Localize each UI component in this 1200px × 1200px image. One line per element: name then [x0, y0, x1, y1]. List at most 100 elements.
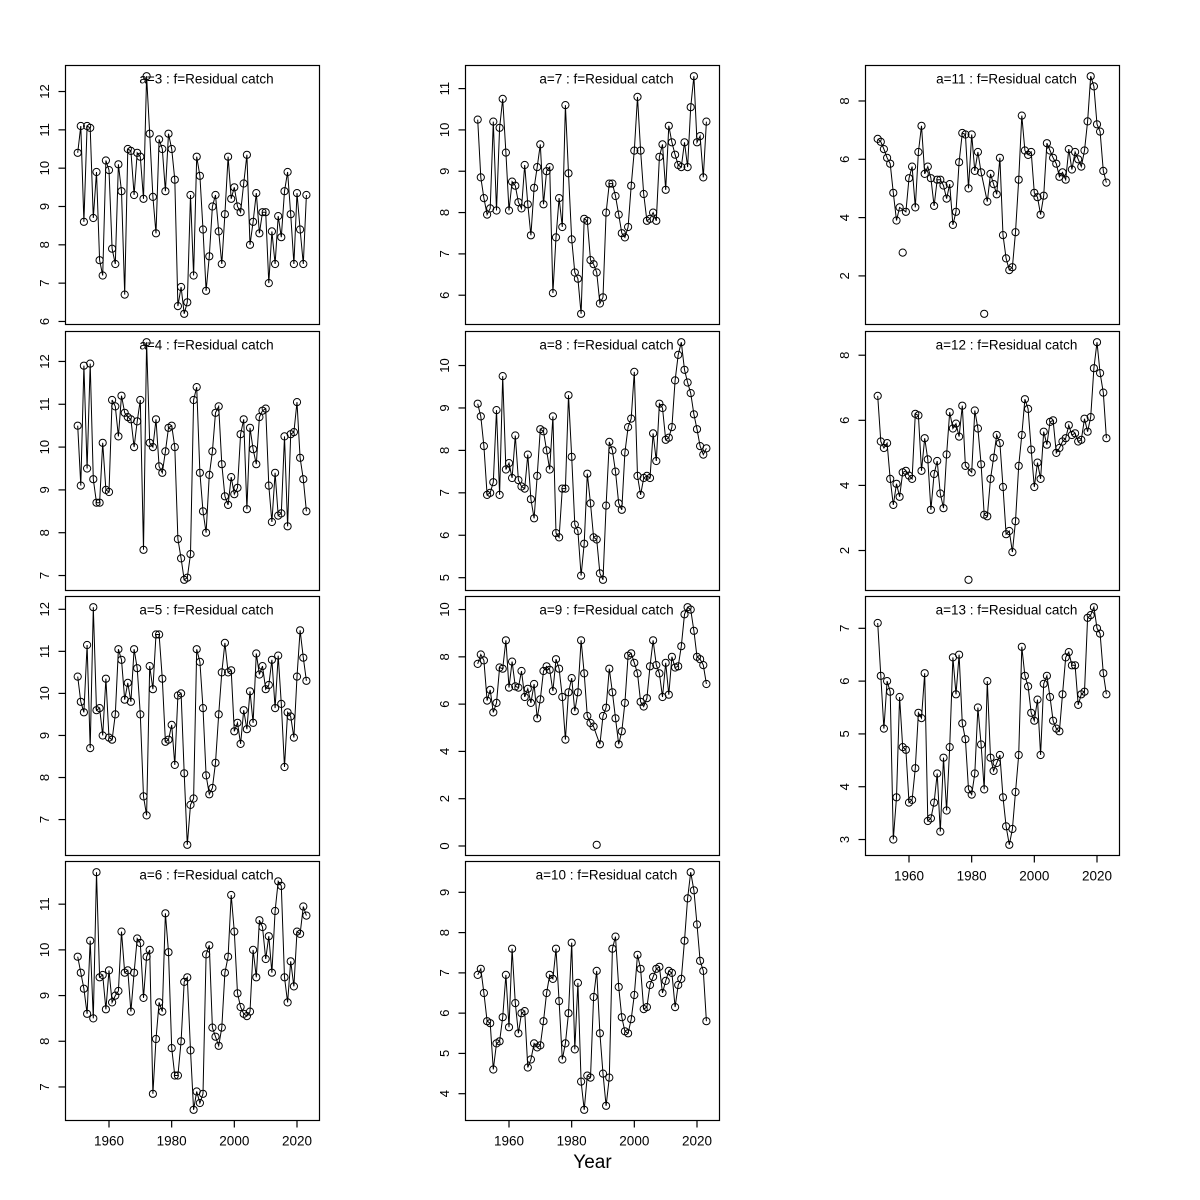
- data-point: [655, 669, 664, 678]
- data-point: [239, 706, 248, 715]
- data-point: [1008, 263, 1017, 272]
- data-point: [280, 187, 289, 196]
- y-tick-label: 10: [437, 358, 452, 372]
- panel-a7: a=7 : f=Residual catch 6 7 8 9 10 11: [437, 64, 721, 326]
- y-tick-label: 9: [437, 889, 452, 896]
- data-point: [264, 680, 273, 690]
- data-point: [492, 406, 501, 415]
- data-point: [1096, 629, 1105, 638]
- y-tick-label: 11: [37, 645, 52, 659]
- panel-border: [64, 860, 321, 1122]
- data-point: [198, 704, 208, 713]
- data-point: [658, 140, 667, 149]
- data-point: [517, 204, 526, 213]
- data-point: [1017, 111, 1026, 120]
- data-point: [951, 419, 961, 428]
- data-point: [1017, 430, 1026, 440]
- data-point: [136, 395, 145, 405]
- data-point: [536, 140, 545, 149]
- data-point: [1074, 155, 1083, 164]
- data-point: [551, 655, 561, 664]
- data-point: [986, 474, 995, 483]
- data-point: [296, 453, 305, 462]
- data-point: [904, 174, 914, 183]
- data-point: [1027, 708, 1036, 717]
- data-point: [933, 175, 942, 184]
- y-tick-label: 8: [837, 352, 852, 359]
- data-point: [186, 190, 195, 200]
- data-point: [145, 129, 154, 138]
- data-point: [995, 153, 1004, 162]
- data-point: [236, 208, 245, 217]
- data-point: [1049, 716, 1058, 725]
- y-tick-label: 7: [37, 816, 52, 823]
- panel-title: a=12 : f=Residual catch: [936, 338, 1078, 353]
- data-point: [645, 980, 655, 990]
- data-point: [192, 383, 201, 392]
- data-point: [114, 432, 123, 441]
- data-point: [911, 203, 920, 212]
- data-point: [145, 945, 154, 955]
- data-point: [1099, 669, 1108, 678]
- data-point: [101, 1005, 111, 1014]
- data-point: [614, 210, 623, 219]
- data-point: [986, 753, 995, 762]
- y-tick-label: 2: [837, 547, 852, 554]
- data-point: [101, 674, 111, 683]
- data-point: [89, 213, 98, 223]
- data-point: [699, 173, 708, 182]
- data-point: [523, 450, 532, 459]
- data-point: [479, 194, 488, 203]
- data-point: [977, 740, 986, 749]
- data-point: [498, 1013, 507, 1022]
- data-point: [658, 988, 667, 998]
- data-point: [183, 298, 192, 307]
- data-point: [699, 966, 708, 976]
- data-point: [686, 103, 695, 112]
- data-point: [1027, 445, 1036, 454]
- y-tick-label: 4: [837, 214, 852, 221]
- data-point: [520, 1007, 529, 1016]
- data-point: [920, 669, 929, 678]
- data-point: [1055, 443, 1064, 453]
- data-point: [649, 208, 658, 217]
- data-point: [939, 753, 948, 762]
- x-tick-label: 1980: [557, 1134, 587, 1149]
- data-point: [1020, 395, 1029, 404]
- y-tick-label: 7: [837, 625, 852, 632]
- data-point: [92, 167, 101, 177]
- data-point: [227, 473, 236, 482]
- data-point: [1024, 682, 1033, 691]
- data-point: [908, 162, 917, 171]
- data-point: [580, 1105, 589, 1114]
- data-point: [630, 990, 639, 1000]
- data-point: [189, 395, 198, 405]
- data-point: [973, 424, 983, 433]
- data-point: [992, 190, 1001, 199]
- panel-border: [464, 330, 721, 592]
- panel-a13: a=13 : f=Residual catch 3 4 5 6 7 1960 1980 2000…: [837, 595, 1121, 884]
- data-point: [664, 433, 673, 442]
- data-point: [476, 173, 485, 182]
- data-point: [245, 240, 255, 249]
- data-point: [539, 427, 548, 436]
- data-point: [677, 974, 686, 984]
- data-point: [948, 220, 958, 229]
- data-point: [1096, 127, 1105, 136]
- data-point: [1102, 434, 1111, 443]
- data-point: [696, 132, 705, 141]
- panel-border: [464, 860, 721, 1122]
- data-point: [142, 811, 151, 820]
- data-point: [908, 795, 917, 804]
- data-point: [545, 163, 554, 172]
- data-point: [508, 944, 517, 953]
- data-point: [961, 735, 970, 744]
- data-point: [936, 827, 945, 836]
- data-point: [530, 679, 539, 689]
- data-point: [476, 964, 485, 973]
- data-point: [570, 707, 579, 716]
- data-point: [489, 708, 498, 717]
- data-point: [558, 1055, 567, 1064]
- data-point: [533, 471, 542, 480]
- data-point: [661, 185, 670, 194]
